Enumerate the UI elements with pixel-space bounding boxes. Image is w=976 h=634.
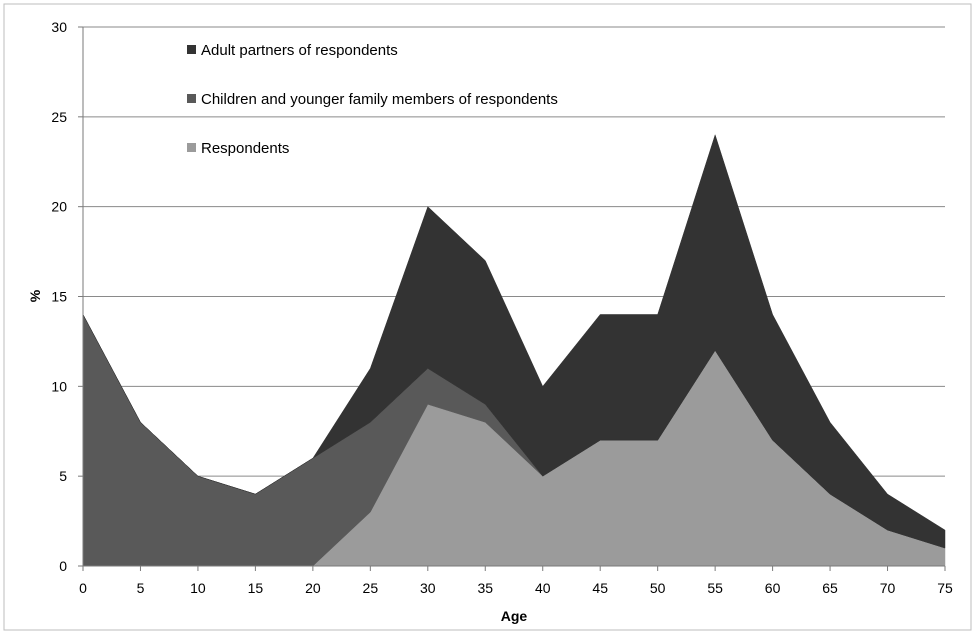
legend-label-children-and-younger-family-members-of-respondents: Children and younger family members of r…: [201, 91, 558, 108]
y-tick-label-15: 15: [51, 289, 67, 305]
axes: [78, 26, 946, 571]
legend-swatch-children-and-younger-family-members-of-respondents: [187, 94, 196, 103]
y-tick-label-5: 5: [59, 468, 67, 484]
legend-label-respondents: Respondents: [201, 140, 289, 157]
x-tick-label-15: 15: [248, 580, 264, 596]
legend-swatch-adult-partners-of-respondents: [187, 45, 196, 54]
x-tick-label-50: 50: [650, 580, 666, 596]
x-tick-label-45: 45: [592, 580, 608, 596]
y-tick-labels: 0 5 10 15 20 25 30: [51, 19, 67, 574]
x-tick-label-65: 65: [822, 580, 838, 596]
x-tick-label-55: 55: [707, 580, 723, 596]
y-axis-title: %: [27, 289, 43, 302]
y-tick-label-0: 0: [59, 558, 67, 574]
x-tick-labels: 0 5 10 15 20 25 30 35 40 45 50 55 60 65 70 75: [79, 580, 953, 596]
x-axis-title: Age: [501, 608, 528, 624]
y-tick-label-20: 20: [51, 199, 67, 215]
area-adult-partners-of-respondents: [82, 133, 946, 549]
x-tick-label-40: 40: [535, 580, 551, 596]
x-tick-label-25: 25: [363, 580, 379, 596]
area-series: [82, 133, 946, 567]
x-tick-label-75: 75: [937, 580, 953, 596]
x-tick-label-30: 30: [420, 580, 436, 596]
x-tick-label-10: 10: [190, 580, 206, 596]
legend-label-adult-partners-of-respondents: Adult partners of respondents: [201, 42, 398, 59]
y-tick-label-25: 25: [51, 109, 67, 125]
x-tick-label-20: 20: [305, 580, 321, 596]
x-tick-label-70: 70: [880, 580, 896, 596]
x-tick-label-35: 35: [477, 580, 493, 596]
x-tick-label-5: 5: [137, 580, 145, 596]
x-tick-label-0: 0: [79, 580, 87, 596]
x-tick-label-60: 60: [765, 580, 781, 596]
legend: Adult partners of respondents Children an…: [187, 42, 558, 157]
y-tick-label-30: 30: [51, 19, 67, 35]
y-tick-label-10: 10: [51, 378, 67, 394]
legend-swatch-respondents: [187, 143, 196, 152]
